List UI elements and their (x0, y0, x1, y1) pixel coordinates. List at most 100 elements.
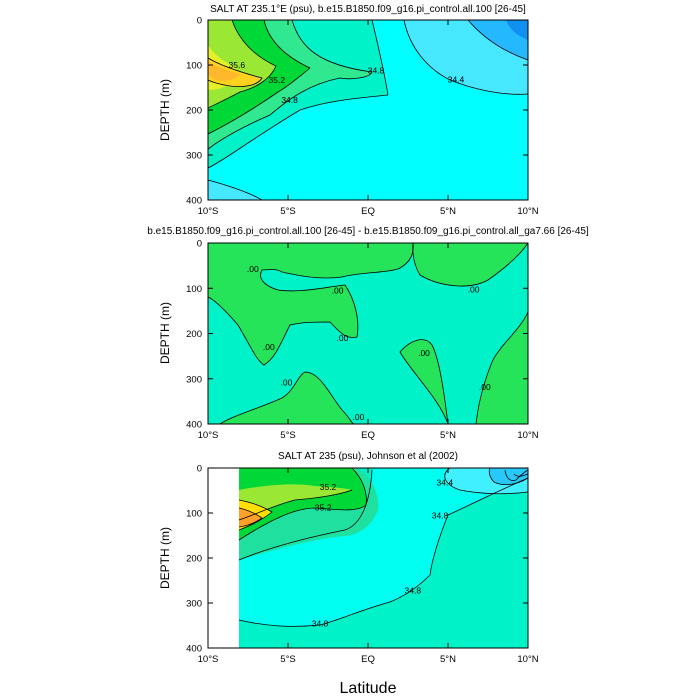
contour-line (238, 477, 529, 627)
x-axis-title: Latitude (340, 680, 397, 697)
panel-1-ylabel: DEPTH (m) (158, 79, 172, 141)
panel-1-field (207, 19, 529, 201)
panel-3-contours (238, 467, 529, 627)
x-tick-label: EQ (361, 430, 375, 441)
contour-label: .00 (332, 286, 344, 296)
field-diff-positive-center (400, 339, 448, 424)
contour-line (488, 467, 529, 486)
panel-2-ylabel: DEPTH (m) (158, 302, 172, 364)
contour-label: .00 (280, 377, 292, 387)
panel-2-title: b.e15.B1850.f09_g16.pi_control.all.100 [… (147, 226, 589, 237)
x-tick-label: 10°N (517, 430, 538, 441)
panel-2: b.e15.B1850.f09_g16.pi_control.all.100 [… (147, 226, 589, 441)
contour-label: .00 (336, 333, 348, 343)
contour-label: 35.2 (320, 482, 337, 492)
x-tick-label: 10°S (198, 430, 219, 441)
contour-line (467, 19, 529, 61)
field-372 (208, 62, 240, 81)
x-tick-label: 5°S (280, 430, 295, 441)
panel-2-contours (207, 242, 529, 425)
contour-line (238, 469, 373, 561)
contour-line (504, 469, 529, 481)
panel-1-contours (207, 19, 529, 201)
contour-line (219, 371, 355, 425)
panel-3: SALT AT 235 (psu), Johnson et al (2002) (158, 451, 539, 665)
contour-line (444, 467, 529, 495)
contour-label: 35.2 (315, 503, 332, 513)
field-diff-positive-se (476, 312, 528, 424)
y-tick-label: 300 (186, 599, 202, 610)
contour-line (412, 242, 529, 287)
x-tick-label: 10°S (198, 206, 219, 217)
y-tick-label: 0 (197, 464, 202, 475)
y-tick-label: 0 (197, 239, 202, 250)
y-tick-label: 400 (186, 420, 202, 431)
x-tick-label: EQ (361, 654, 375, 665)
contour-label: 34.8 (281, 95, 298, 105)
x-tick-label: 5°N (440, 206, 456, 217)
panel-2-y-axis: 0 100 200 300 400 (186, 239, 528, 431)
panel-3-y-axis: 0 100 200 300 400 (186, 464, 528, 655)
y-tick-label: 100 (186, 509, 202, 520)
panel-3-field (208, 467, 529, 648)
contour-line (207, 71, 373, 150)
contour-label: .00 (418, 348, 430, 358)
field-fresh (239, 468, 528, 627)
field-diff-positive-ne (412, 243, 528, 287)
x-tick-label: 5°N (440, 654, 456, 665)
contour-line (371, 19, 389, 96)
x-tick-label: 5°S (280, 206, 295, 217)
contour-line (207, 67, 311, 135)
contour-label: 34.4 (448, 74, 465, 84)
panel-1-title: SALT AT 235.1°E (psu), b.e15.B1850.f09_g… (210, 4, 526, 15)
contour-line (403, 19, 529, 95)
panel-2-field (207, 242, 529, 425)
panel-3-ylabel: DEPTH (m) (158, 527, 172, 589)
contour-label: 35.2 (269, 75, 286, 85)
contour-line (475, 311, 529, 425)
panel-2-x-axis: 10°S 5°S EQ 5°N 10°N (198, 243, 539, 441)
contour-label: 34.4 (437, 477, 454, 487)
y-tick-label: 0 (197, 16, 202, 27)
panel-2-contour-labels: .00 .00 .00 .00 .00 .00 .00 .00 .00 (247, 264, 491, 422)
x-tick-label: 5°S (280, 654, 295, 665)
contour-line (238, 507, 263, 528)
field-360 (239, 484, 352, 520)
contour-label: .00 (468, 285, 480, 295)
x-tick-label: 10°N (517, 206, 538, 217)
y-tick-label: 300 (186, 374, 202, 385)
y-tick-label: 200 (186, 106, 202, 117)
contour-label: 34.8 (405, 585, 422, 595)
y-tick-label: 400 (186, 644, 202, 655)
y-tick-label: 400 (186, 196, 202, 207)
y-tick-label: 300 (186, 151, 202, 162)
contour-label: 34.8 (432, 510, 449, 520)
contour-label: .00 (352, 412, 364, 422)
field-diff-positive-bottom (220, 372, 354, 424)
panel-1-y-axis: 0 100 200 300 400 (186, 16, 528, 207)
field-368 (239, 508, 262, 527)
y-tick-label: 100 (186, 61, 202, 72)
contour-line (207, 242, 414, 366)
contour-label: .00 (263, 342, 275, 352)
contour-line (263, 19, 311, 69)
contour-label: .00 (247, 264, 259, 274)
contour-label: 35.6 (229, 60, 246, 70)
field-fresh-deep (208, 180, 262, 200)
contour-label: 34.8 (368, 65, 385, 75)
panel-3-title: SALT AT 235 (psu), Johnson et al (2002) (278, 451, 458, 462)
contour-line (399, 339, 449, 425)
contour-line (238, 467, 367, 541)
panel-1-x-axis: 10°S 5°S EQ 5°N 10°N (198, 20, 539, 217)
contour-line (238, 499, 273, 531)
contour-line (207, 94, 389, 169)
y-tick-label: 100 (186, 284, 202, 295)
panel-1: SALT AT 235.1°E (psu), b.e15.B1850.f09_g… (158, 4, 539, 217)
x-tick-label: 10°N (517, 654, 538, 665)
panel-1-contour-labels: 35.6 35.2 34.8 34.8 34.4 (229, 60, 465, 105)
contour-line (291, 19, 373, 73)
contour-line (207, 179, 263, 201)
contour-label: 34.8 (312, 618, 329, 628)
contour-line (238, 489, 353, 521)
